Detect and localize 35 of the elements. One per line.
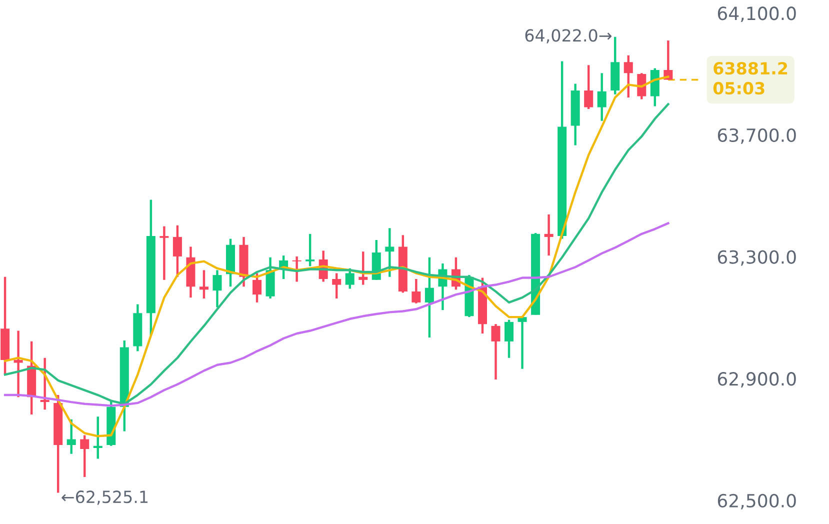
candlestick: [332, 272, 342, 300]
candlestick: [491, 322, 500, 381]
candlestick: [160, 225, 169, 282]
candlestick: [252, 272, 262, 304]
ref-line-label: 63881.2 05:03: [713, 62, 788, 95]
y-tick-label: 62,900.0: [718, 372, 796, 388]
candlestick: [292, 255, 302, 283]
candlestick: [212, 269, 222, 308]
candlestick: [172, 224, 182, 278]
candlestick: [345, 267, 354, 290]
annotation: ←62,525.1: [62, 490, 148, 505]
candlestick: [518, 315, 527, 370]
candlestick: [199, 269, 208, 300]
y-tick-label: 64,100.0: [718, 6, 796, 22]
y-tick-label: 63,300.0: [718, 250, 796, 266]
candlestick: [14, 330, 23, 398]
candlestick: [412, 278, 421, 304]
candlestick: [93, 416, 102, 460]
candlestick: [424, 256, 434, 339]
y-tick-label: 63,700.0: [718, 128, 796, 144]
line-series: [4, 222, 670, 407]
candlestick: [624, 54, 633, 99]
candlestick: [66, 418, 76, 455]
candlestick: [504, 318, 514, 359]
y-tick-label: 62,500.0: [718, 494, 796, 510]
candlestick: [597, 72, 606, 122]
candlestick: [40, 356, 50, 411]
candlestick: [584, 64, 594, 110]
line-series: [4, 103, 670, 405]
annotation: 64,022.0→: [525, 29, 612, 44]
candlestick: [544, 213, 554, 257]
candlestick: [80, 434, 90, 478]
candlestick: [358, 250, 368, 286]
candlestick: [306, 232, 315, 268]
candlestick: [385, 227, 394, 278]
